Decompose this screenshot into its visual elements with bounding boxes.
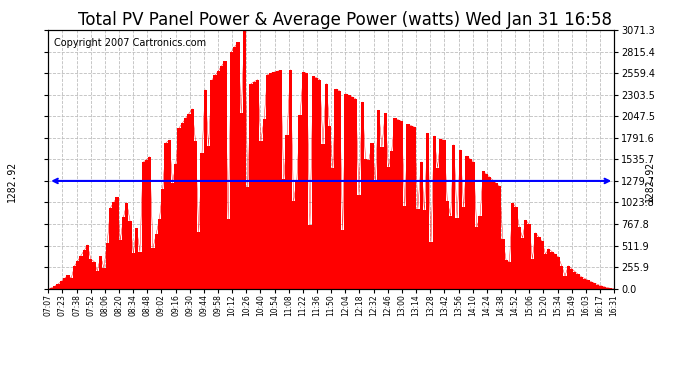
Text: Copyright 2007 Cartronics.com: Copyright 2007 Cartronics.com [54,38,206,48]
Text: 1282.92: 1282.92 [645,160,656,201]
Text: 1282.92: 1282.92 [7,160,17,201]
Text: Total PV Panel Power & Average Power (watts) Wed Jan 31 16:58: Total PV Panel Power & Average Power (wa… [78,11,612,29]
